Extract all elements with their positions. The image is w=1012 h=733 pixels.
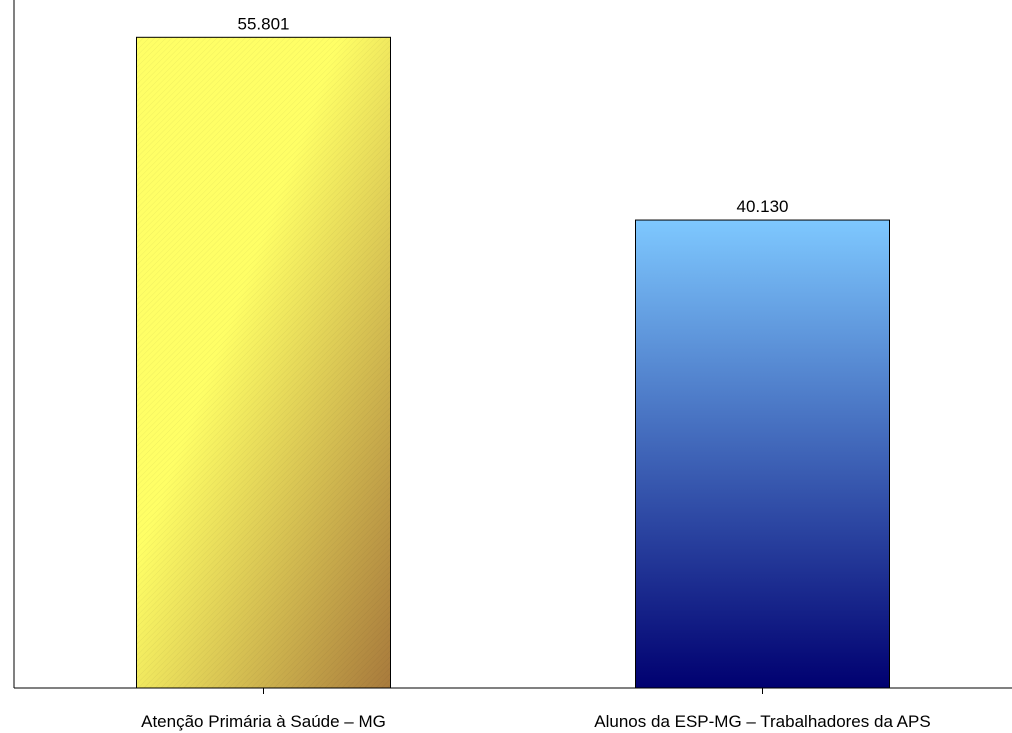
bar-1	[635, 219, 890, 689]
data-label-0: 55.801	[238, 14, 290, 33]
bar-0-texture	[136, 37, 391, 689]
x-ticks	[263, 688, 763, 694]
data-label-1: 40.130	[737, 197, 789, 216]
category-label-0: Atenção Primária à Saúde – MG	[141, 712, 386, 731]
axes	[13, 0, 1012, 689]
bars	[136, 36, 890, 689]
labels: 55.801 Atenção Primária à Saúde – MG 40.13…	[141, 14, 931, 731]
category-label-1: Alunos da ESP-MG – Trabalhadores da APS	[594, 712, 930, 731]
